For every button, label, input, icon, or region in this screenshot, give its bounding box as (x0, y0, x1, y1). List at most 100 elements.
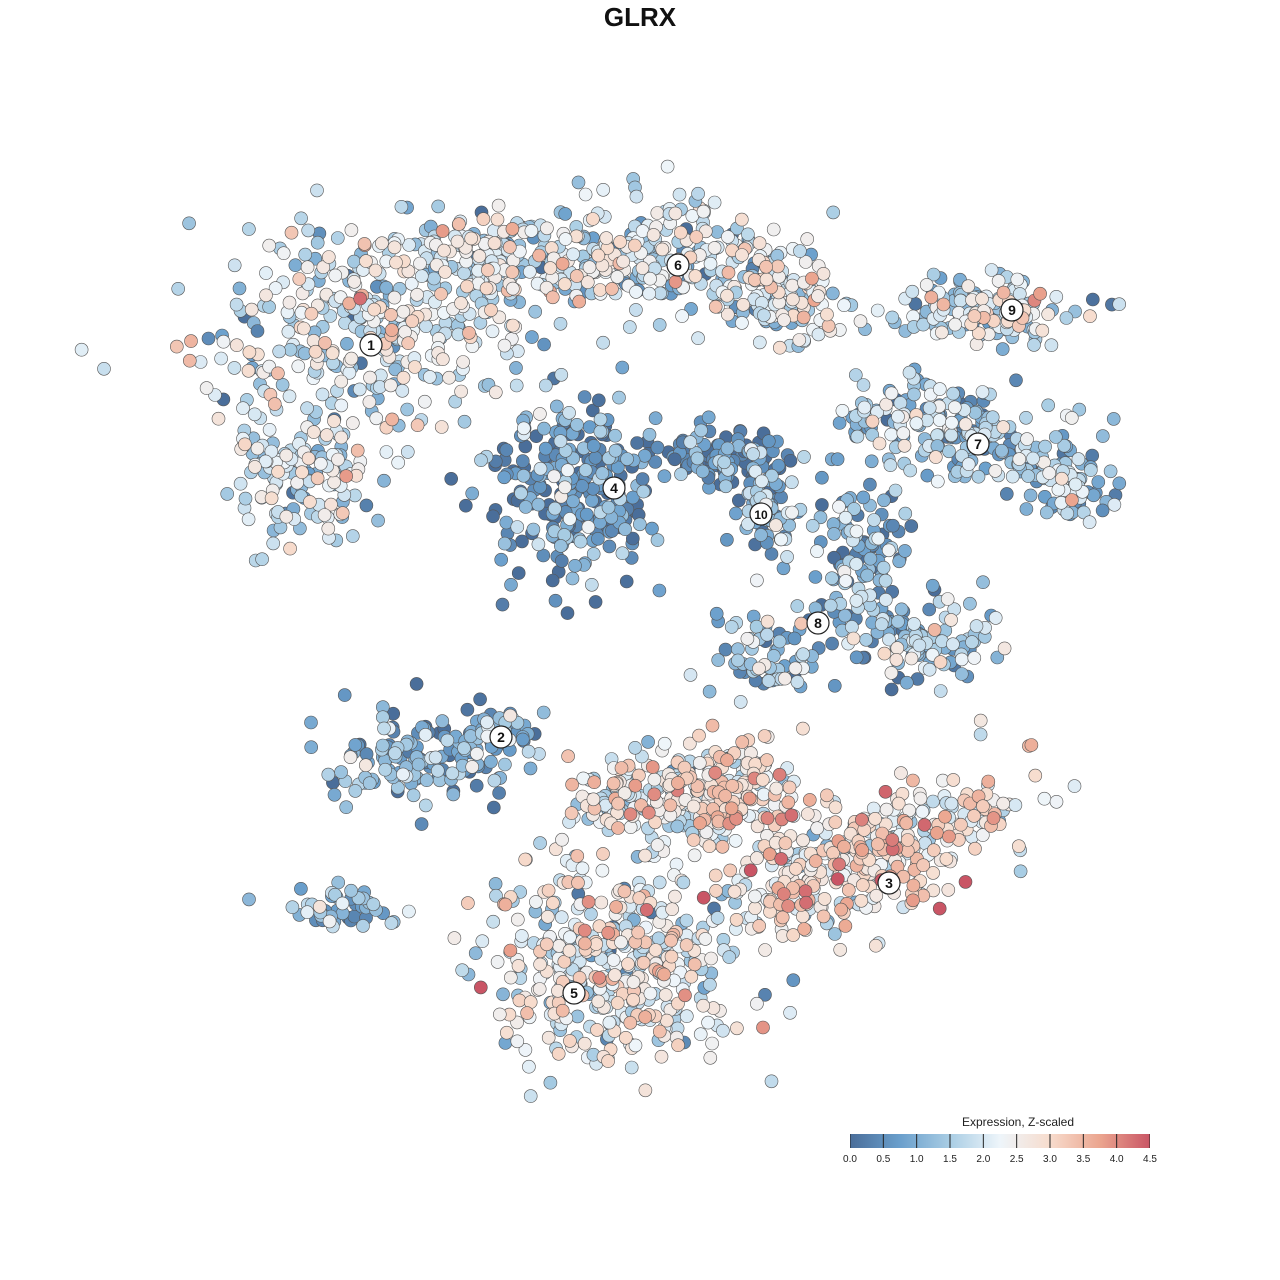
scatter-point (781, 899, 796, 913)
scatter-point (1008, 798, 1023, 812)
scatter-point (643, 986, 658, 1001)
scatter-point (339, 469, 354, 483)
scatter-point (418, 798, 433, 813)
scatter-point (284, 225, 299, 240)
scatter-point (671, 1038, 685, 1052)
scatter-point (1041, 307, 1055, 322)
scatter-point (533, 407, 547, 421)
scatter-point (469, 778, 484, 793)
scatter-point (588, 595, 603, 609)
scatter-point (1012, 452, 1027, 466)
scatter-point (1010, 272, 1025, 287)
scatter-point (428, 750, 443, 765)
scatter-point (1037, 791, 1052, 806)
scatter-point (474, 453, 488, 468)
scatter-point (760, 811, 775, 826)
scatter-point (760, 627, 774, 642)
scatter-point (375, 236, 389, 250)
scatter-point (907, 387, 921, 402)
scatter-point (442, 370, 456, 385)
scatter-point (932, 413, 947, 427)
scatter-point (492, 786, 506, 800)
scatter-point (755, 772, 770, 787)
scatter-point (827, 550, 841, 565)
scatter-point (760, 614, 775, 629)
scatter-point (855, 878, 870, 892)
scatter-point (321, 250, 336, 264)
scatter-point (709, 883, 723, 898)
scatter-point (577, 390, 592, 404)
scatter-point (650, 440, 665, 455)
scatter-point (1082, 515, 1097, 530)
scatter-point (334, 398, 349, 413)
scatter-point (378, 762, 393, 777)
scatter-point (701, 410, 716, 425)
scatter-point (947, 400, 962, 415)
scatter-point (581, 520, 596, 534)
scatter-point (548, 501, 562, 516)
scatter-point (230, 338, 244, 353)
scatter-point (686, 799, 701, 814)
scatter-point (457, 266, 471, 281)
scatter-point (595, 863, 610, 878)
scatter-point (606, 776, 621, 791)
scatter-point (480, 263, 495, 277)
scatter-point (410, 287, 424, 302)
scatter-point (401, 336, 416, 351)
scatter-point (721, 230, 735, 244)
scatter-point (595, 466, 610, 481)
scatter-point (735, 735, 750, 749)
scatter-point (652, 318, 667, 332)
scatter-point (704, 951, 718, 966)
cluster-label: 7 (966, 432, 990, 456)
scatter-point (881, 543, 896, 558)
scatter-point (347, 274, 362, 289)
scatter-point (758, 987, 772, 1002)
scatter-point (591, 248, 606, 263)
legend-tick-label: 3.0 (1043, 1154, 1057, 1165)
scatter-point (794, 616, 809, 631)
scatter-point (385, 412, 399, 427)
scatter-point (967, 309, 982, 323)
scatter-point (884, 427, 899, 442)
scatter-point (199, 381, 214, 395)
scatter-point (626, 975, 641, 989)
scatter-point (601, 500, 616, 515)
scatter-point (845, 620, 859, 634)
scatter-point (575, 861, 590, 876)
scatter-point (281, 324, 296, 339)
scatter-point (830, 452, 845, 467)
scatter-point (238, 437, 252, 452)
scatter-point (686, 833, 701, 847)
scatter-point (825, 636, 839, 651)
scatter-point (961, 279, 976, 294)
scatter-point (384, 916, 399, 930)
scatter-point (684, 969, 699, 984)
scatter-point (345, 529, 360, 543)
scatter-point (300, 401, 314, 416)
scatter-point (368, 263, 383, 278)
scatter-point (933, 684, 948, 698)
scatter-point (533, 957, 547, 972)
scatter-point (703, 1051, 718, 1065)
scatter-point (859, 632, 873, 647)
scatter-point (876, 560, 891, 575)
scatter-point (593, 283, 607, 297)
scatter-point (494, 552, 509, 567)
scatter-point (578, 936, 592, 951)
scatter-point (184, 334, 198, 348)
scatter-point (503, 708, 518, 723)
scatter-point (922, 602, 937, 617)
scatter-point (555, 1003, 570, 1018)
scatter-point (546, 896, 560, 910)
scatter-point (645, 760, 660, 774)
scatter-point (545, 290, 560, 305)
scatter-point (705, 1036, 719, 1051)
scatter-point (610, 270, 625, 284)
scatter-point (614, 935, 628, 950)
scatter-point (973, 713, 988, 728)
scatter-point (837, 839, 851, 854)
scatter-point (599, 231, 614, 245)
scatter-point (668, 206, 683, 221)
